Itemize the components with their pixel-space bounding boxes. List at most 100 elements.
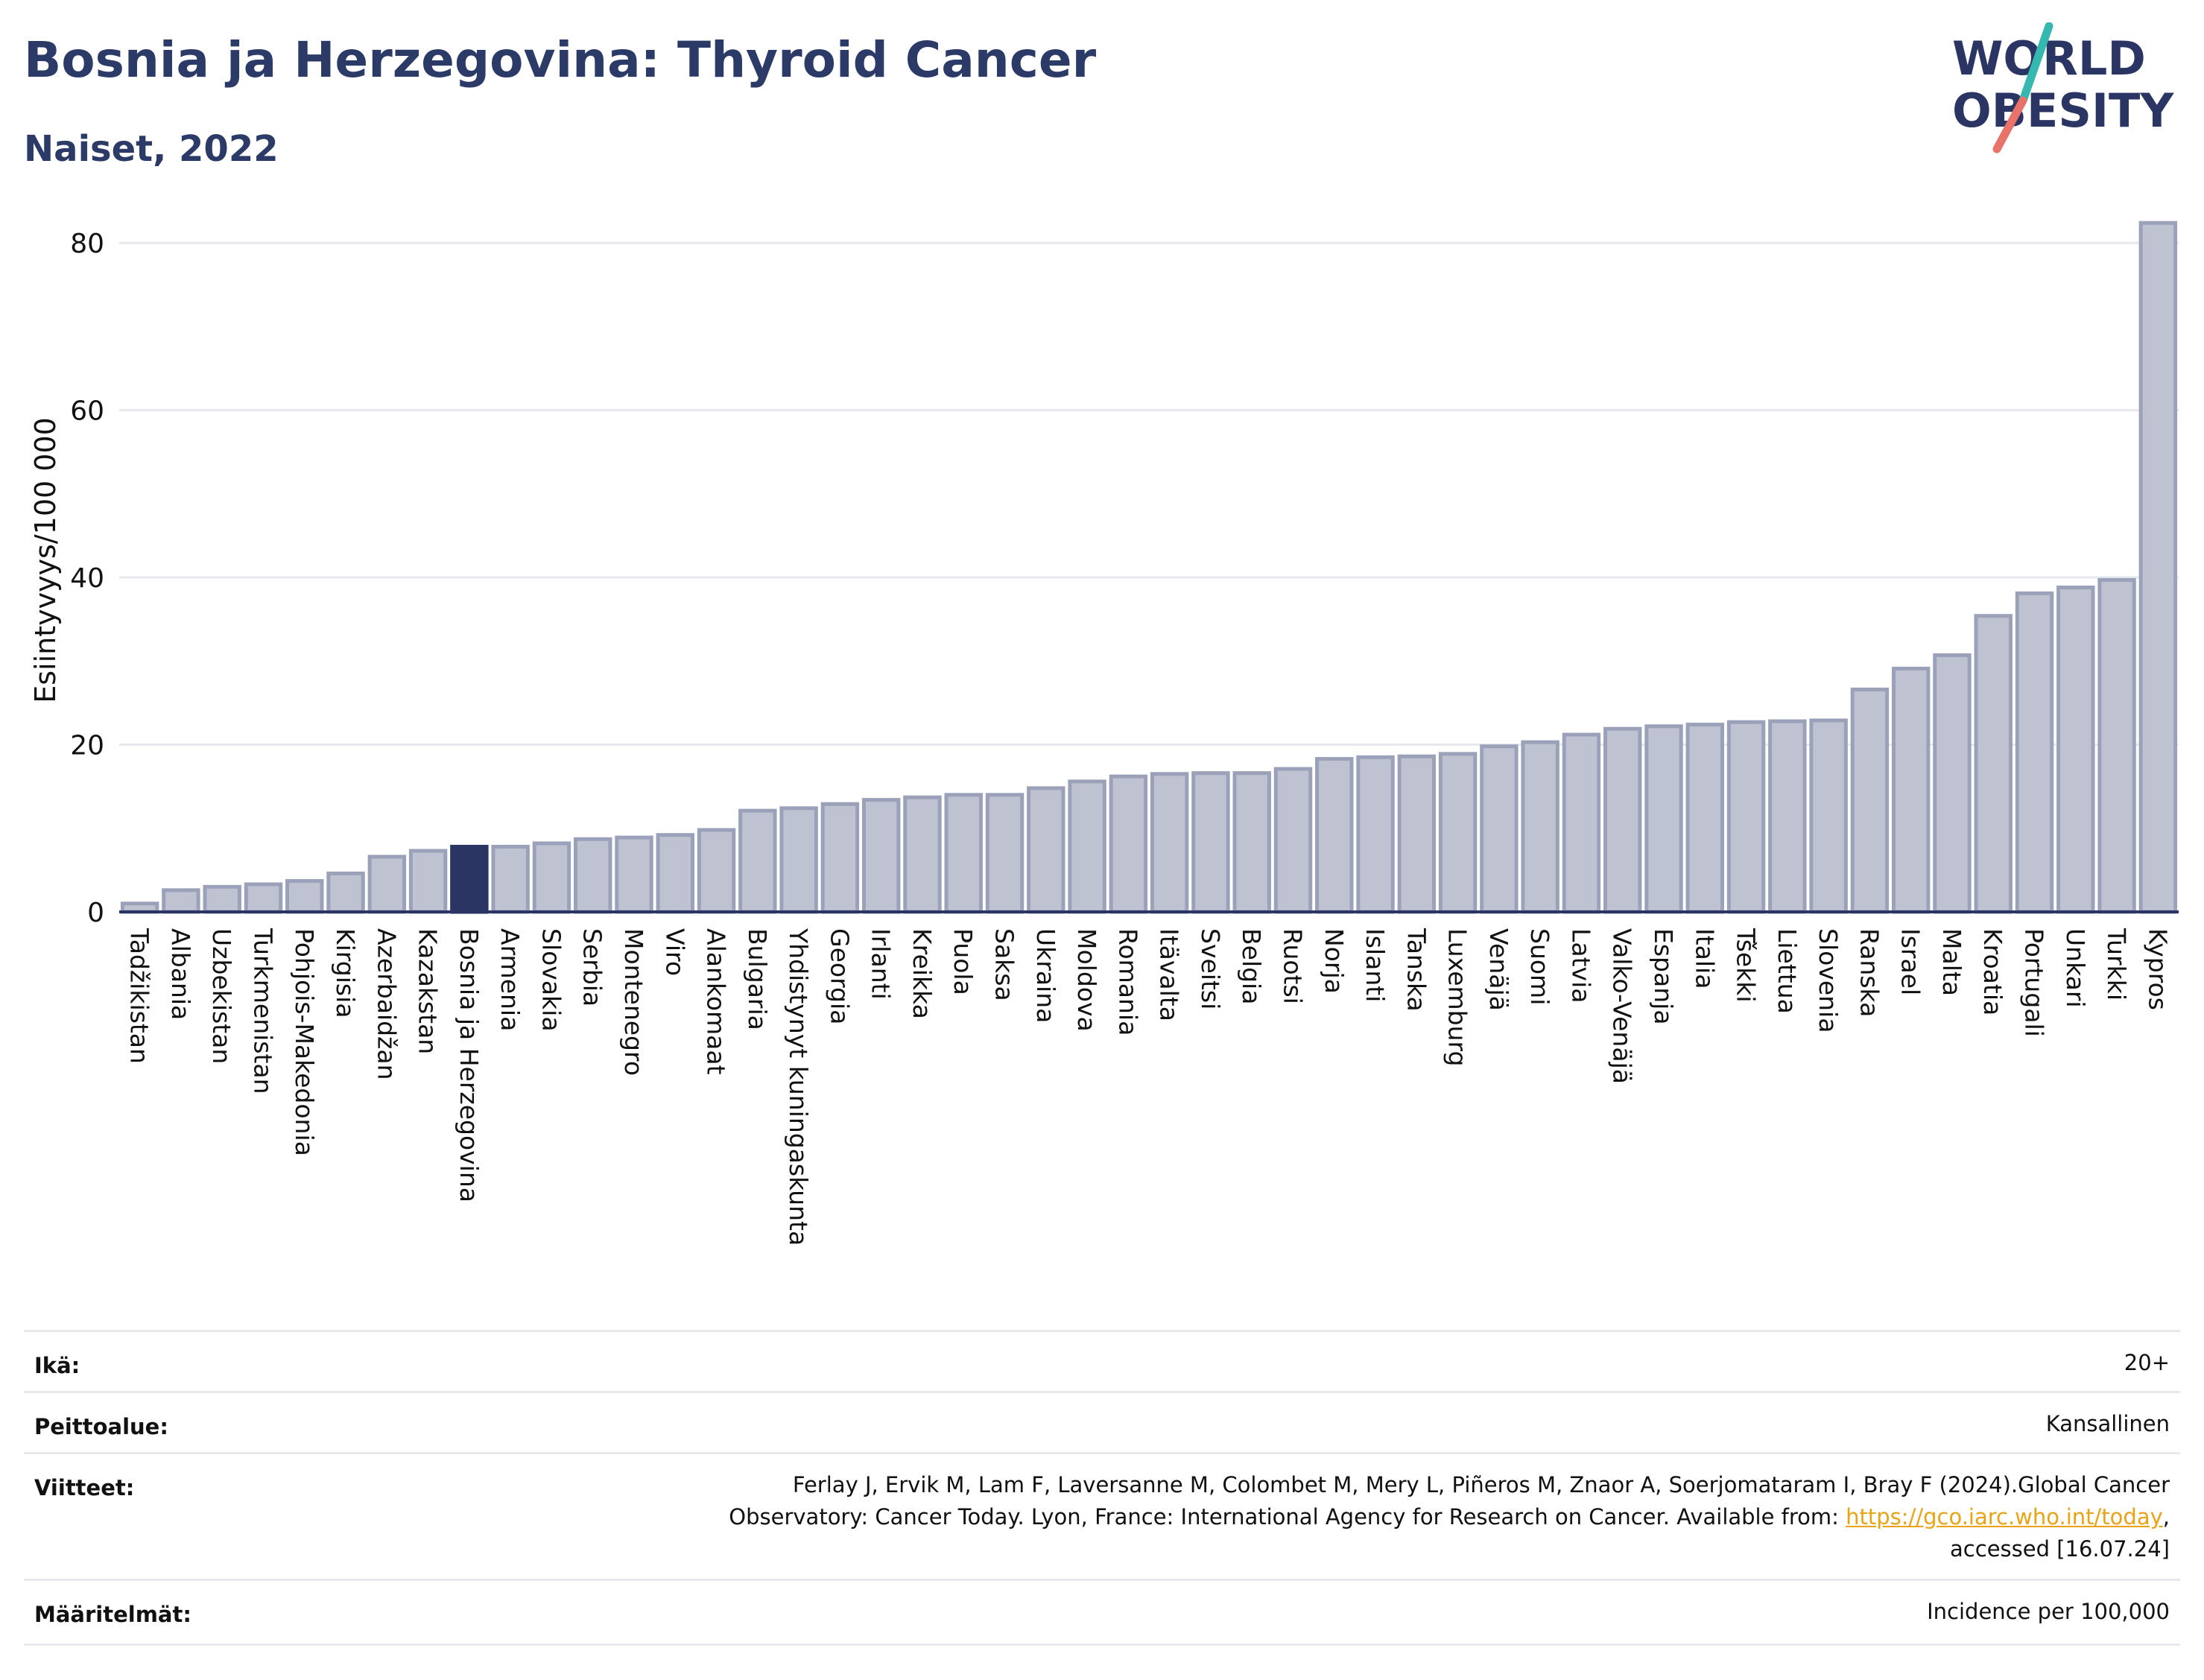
x-tick-label: Ukraina (1031, 928, 1060, 1023)
coverage-label: Peittoalue: (34, 1414, 168, 1439)
bar-latvia (1562, 732, 1601, 914)
bars (120, 221, 2178, 914)
bar-alankomaat (697, 828, 736, 914)
x-tick-label: Turkki (2102, 928, 2131, 1001)
x-tick-label: Italia (1690, 928, 1719, 989)
references-label: Viitteet: (34, 1475, 135, 1500)
bar-armenia (491, 844, 530, 914)
y-tick-label: 20 (70, 731, 104, 761)
bar-pohjois-makedonia (285, 878, 324, 914)
bar-puola (944, 793, 983, 914)
references-link[interactable]: https://gco.iarc.who.int/today (1846, 1504, 2163, 1530)
x-tick-label: Norja (1320, 928, 1349, 994)
y-tick-label: 0 (87, 898, 104, 928)
bar-sveitsi (1191, 771, 1230, 914)
bar-georgia (820, 802, 860, 914)
axes: 0 20 40 60 80 Tadžikistan Albania Uzbekistan Tur… (70, 229, 2179, 1246)
bar-tanska (1397, 754, 1437, 914)
y-axis-label: Esiintyvyys/100 000 (29, 417, 62, 703)
references-line-2: Observatory: Cancer Today. Lyon, France:… (307, 1501, 2170, 1533)
bar-kirgisia (326, 871, 365, 914)
x-tick-label: Pohjois-Makedonia (290, 928, 319, 1156)
bar-turkmenistan (244, 882, 283, 914)
x-tick-label: Kroatia (1978, 928, 2007, 1015)
bar-moldova (1068, 779, 1106, 914)
bar-ruotsi (1273, 767, 1313, 914)
bar-ukraina (1027, 786, 1065, 914)
bar-kreikka (903, 795, 942, 914)
x-tick-label: Turkmenistan (248, 928, 277, 1094)
x-tick-label: Yhdistynyt kuningaskunta (784, 928, 813, 1246)
bar-kroatia (1974, 614, 2013, 914)
bar-suomi (1521, 740, 1559, 914)
bar-bulgaria (738, 808, 777, 914)
x-tick-label: Belgia (1237, 928, 1266, 1004)
bar-uzbekistan (203, 884, 241, 914)
x-tick-label: Luxemburg (1443, 928, 1472, 1066)
bar-liettua (1768, 719, 1807, 914)
age-label: Ikä: (34, 1353, 80, 1378)
x-tick-label: Moldova (1072, 928, 1101, 1032)
meta-row-age: Ikä: 20+ (24, 1330, 2180, 1393)
x-tick-label: Malta (1937, 928, 1966, 996)
bar-viro (656, 833, 694, 914)
bar-islanti (1356, 755, 1395, 914)
chart-title: Bosnia ja Herzegovina: Thyroid Cancer (24, 31, 1097, 89)
x-tick-label: Armenia (495, 928, 525, 1031)
bar-belgia (1232, 771, 1271, 914)
bar-italia (1685, 723, 1724, 914)
x-tick-label: Liettua (1773, 928, 1802, 1014)
x-tick-label: Saksa (990, 928, 1019, 1001)
bar-espanja (1644, 724, 1683, 914)
logo-slash-teal (2018, 22, 2053, 105)
references-value: Ferlay J, Ervik M, Lam F, Laversanne M, … (307, 1469, 2170, 1565)
x-tick-label: Bosnia ja Herzegovina (455, 928, 484, 1202)
x-tick-label: Itävalta (1155, 928, 1184, 1021)
x-tick-label: Tšekki (1732, 928, 1761, 1003)
bar-saksa (985, 793, 1025, 914)
x-tick-label: Ruotsi (1278, 928, 1307, 1004)
x-tick-label: Romania (1113, 928, 1142, 1036)
references-line-1: Ferlay J, Ervik M, Lam F, Laversanne M, … (792, 1472, 2170, 1497)
x-tick-label: Unkari (2061, 928, 2090, 1008)
bar-kazakstan (408, 849, 448, 914)
x-tick-label: Islanti (1361, 928, 1390, 1002)
x-tick-label: Bulgaria (743, 928, 772, 1030)
bar-unkari (2056, 586, 2095, 914)
logo-word-world: WORLD (1952, 31, 2146, 86)
x-tick-label: Uzbekistan (207, 928, 236, 1064)
bar-bosnia-ja-herzegovina (450, 844, 489, 914)
x-tick-label: Espanja (1649, 928, 1678, 1025)
references-line-3: accessed [16.07.24] (1950, 1536, 2170, 1562)
y-tick-label: 60 (70, 396, 104, 427)
x-tick-label: Kazakstan (414, 928, 443, 1054)
bar-serbia (574, 837, 612, 914)
x-tick-label: Puola (949, 928, 978, 995)
meta-row-definitions: Määritelmät: Incidence per 100,000 (24, 1579, 2180, 1646)
x-tick-label: Kypros (2143, 928, 2172, 1010)
coverage-value: Kansallinen (2045, 1411, 2170, 1436)
x-tick-label: Portugali (2020, 928, 2049, 1037)
x-tick-label: Albania (166, 928, 195, 1020)
definitions-value: Incidence per 100,000 (1927, 1599, 2170, 1624)
bar-turkki (2097, 577, 2136, 914)
bar-yhdistynyt-kuningaskunta (779, 806, 818, 914)
bar-montenegro (615, 835, 653, 914)
meta-row-coverage: Peittoalue: Kansallinen (24, 1391, 2180, 1454)
x-tick-label: Latvia (1566, 928, 1595, 1003)
x-tick-label: Alankomaat (702, 928, 731, 1075)
x-tick-label: Slovenia (1814, 928, 1843, 1033)
x-tick-label: Slovakia (536, 928, 566, 1032)
x-tick-label: Valko-Venäjä (1608, 928, 1637, 1084)
bar-slovakia (532, 841, 571, 914)
x-tick-label: Sveitsi (1196, 928, 1225, 1009)
world-obesity-logo: WORLD OBESITY (1952, 22, 2174, 153)
bar-portugali (2015, 591, 2054, 914)
x-tick-label: Suomi (1525, 928, 1554, 1005)
x-tick-label: Tanska (1402, 928, 1431, 1012)
bar-malta (1933, 653, 1972, 914)
x-tick-label: Viro (660, 928, 689, 976)
x-tick-label: Montenegro (619, 928, 648, 1076)
age-value: 20+ (2124, 1350, 2170, 1375)
bar-t-ekki (1726, 720, 1766, 914)
